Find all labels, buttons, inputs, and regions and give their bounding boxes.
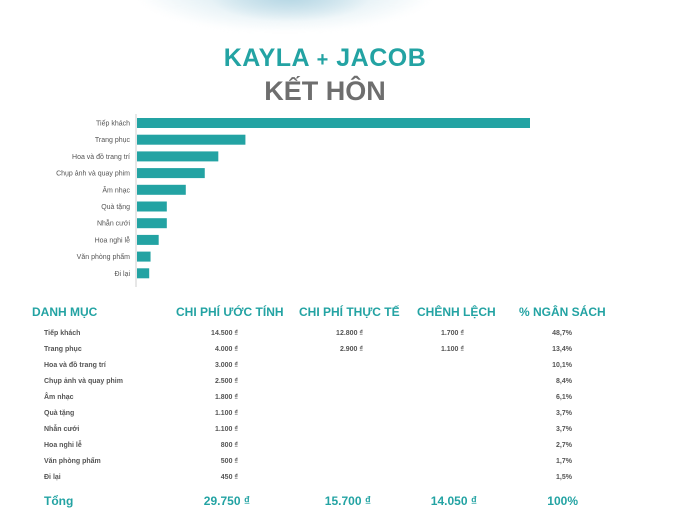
table-row: Trang phục 4.000 ₫ 2.900 ₫ 1.100 ₫ 13,4% xyxy=(0,346,675,360)
chart-bar xyxy=(137,218,167,229)
row-estimated: 14.500 ₫ xyxy=(211,330,238,337)
row-actual: 2.900 ₫ xyxy=(339,346,363,353)
row-estimated: 450 ₫ xyxy=(220,474,238,481)
table-row: Hoa và đồ trang trí 3.000 ₫ 10,1% xyxy=(0,362,675,376)
total-difference: 14.050 ₫ xyxy=(430,494,477,508)
chart-category-label: Trang phục xyxy=(95,137,131,144)
table-row: Chụp ảnh và quay phim 2.500 ₫ 8,4% xyxy=(0,378,675,392)
row-category: Đi lại xyxy=(44,474,61,481)
row-category: Tiếp khách xyxy=(44,330,81,337)
table-row: Nhẫn cưới 1.100 ₫ 3,7% xyxy=(0,426,675,440)
chart-category-label: Chụp ảnh và quay phim xyxy=(56,171,130,178)
table-row: Âm nhạc 1.800 ₫ 6,1% xyxy=(0,394,675,408)
chart-category-label: Hoa và đồ trang trí xyxy=(72,152,130,161)
chart-category-label: Tiếp khách xyxy=(96,119,130,128)
row-estimated: 800 ₫ xyxy=(220,442,238,449)
row-estimated: 1.800 ₫ xyxy=(214,394,238,401)
chart-bar xyxy=(137,184,186,195)
row-difference: 1.700 ₫ xyxy=(440,330,464,337)
total-actual: 15.700 ₫ xyxy=(324,494,371,508)
row-estimated: 1.100 ₫ xyxy=(214,410,238,417)
chart-category-label: Âm nhạc xyxy=(102,185,130,194)
row-percent: 48,7% xyxy=(552,330,572,337)
table-row: Hoa nghi lễ 800 ₫ 2,7% xyxy=(0,442,675,456)
budget-bar-chart: Tiếp khách Trang phục Hoa và đồ trang trí C… xyxy=(56,114,530,287)
couple-names-title: KAYLA + JACOB xyxy=(0,44,650,73)
header-estimated: CHI PHÍ ƯỚC TÍNH xyxy=(176,305,284,319)
row-category: Hoa nghi lễ xyxy=(44,442,82,449)
row-category: Chụp ảnh và quay phim xyxy=(44,378,123,385)
table-row: Tiếp khách 14.500 ₫ 12.800 ₫ 1.700 ₫ 48,… xyxy=(0,330,675,344)
chart-category-label: Văn phòng phẩm xyxy=(77,253,130,261)
total-label: Tổng xyxy=(44,494,74,508)
name-kayla: KAYLA xyxy=(223,44,310,72)
name-jacob: JACOB xyxy=(336,44,427,72)
row-percent: 13,4% xyxy=(552,346,572,353)
chart-bar xyxy=(137,201,167,212)
row-percent: 2,7% xyxy=(556,442,572,449)
row-actual: 12.800 ₫ xyxy=(336,330,363,337)
row-estimated: 500 ₫ xyxy=(220,458,238,465)
chart-category-label: Hoa nghi lễ xyxy=(95,235,131,244)
header-difference: CHÊNH LỆCH xyxy=(417,305,496,319)
header-budget-percent: % NGÂN SÁCH xyxy=(519,305,606,319)
chart-bar xyxy=(137,118,530,128)
chart-bar xyxy=(137,251,151,262)
table-row: Quà tặng 1.100 ₫ 3,7% xyxy=(0,410,675,424)
chart-bar xyxy=(137,168,205,179)
table-row: Văn phòng phẩm 500 ₫ 1,7% xyxy=(0,458,675,472)
total-percent: 100% xyxy=(547,494,578,508)
row-category: Hoa và đồ trang trí xyxy=(44,362,106,369)
header-actual: CHI PHÍ THỰC TẾ xyxy=(299,305,400,319)
total-estimated: 29.750 ₫ xyxy=(203,494,250,508)
row-percent: 8,4% xyxy=(556,378,572,385)
chart-category-label: Nhẫn cưới xyxy=(97,219,130,228)
row-category: Văn phòng phẩm xyxy=(44,458,101,465)
row-percent: 3,7% xyxy=(556,410,572,417)
header-category: DANH MỤC xyxy=(32,305,98,319)
row-category: Quà tặng xyxy=(44,410,75,417)
watercolor-wash-inner xyxy=(210,0,370,22)
chart-bar xyxy=(137,268,150,279)
chart-bar xyxy=(137,134,246,145)
row-estimated: 2.500 ₫ xyxy=(214,378,238,385)
row-estimated: 4.000 ₫ xyxy=(214,346,238,353)
chart-category-label: Đi lại xyxy=(114,271,130,278)
row-estimated: 3.000 ₫ xyxy=(214,362,238,369)
row-category: Trang phục xyxy=(44,346,82,353)
wedding-subtitle: KẾT HÔN xyxy=(264,76,386,106)
row-percent: 1,7% xyxy=(556,458,572,465)
row-percent: 10,1% xyxy=(552,362,572,369)
chart-bar xyxy=(137,234,159,245)
row-percent: 1,5% xyxy=(556,474,572,481)
chart-bar xyxy=(137,151,219,162)
row-difference: 1.100 ₫ xyxy=(440,346,464,353)
plus-sign: + xyxy=(316,49,329,71)
row-estimated: 1.100 ₫ xyxy=(214,426,238,433)
row-percent: 6,1% xyxy=(556,394,572,401)
row-category: Âm nhạc xyxy=(44,394,74,401)
table-row: Đi lại 450 ₫ 1,5% xyxy=(0,474,675,488)
row-percent: 3,7% xyxy=(556,426,572,433)
total-row: Tổng 29.750 ₫ 15.700 ₫ 14.050 ₫ 100% xyxy=(0,494,675,512)
row-category: Nhẫn cưới xyxy=(44,426,80,433)
chart-category-label: Quà tặng xyxy=(101,204,130,211)
